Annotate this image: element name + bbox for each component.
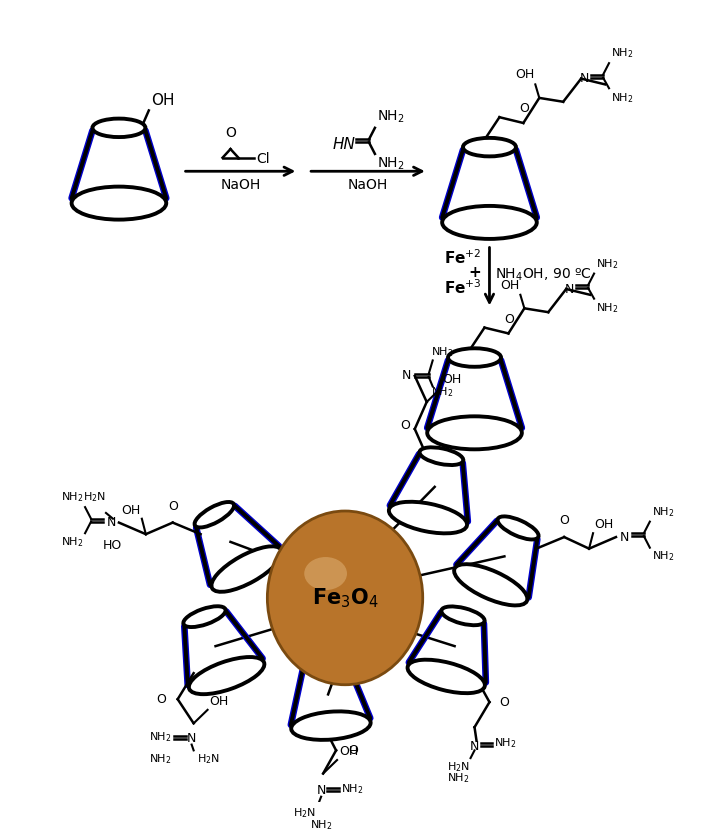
Text: NaOH: NaOH [348, 178, 388, 192]
Text: OH: OH [515, 69, 535, 81]
Text: H$_2$N: H$_2$N [447, 760, 469, 774]
Text: NH$_4$OH, 90 ºC: NH$_4$OH, 90 ºC [496, 266, 592, 283]
Ellipse shape [389, 502, 467, 534]
Text: NH$_2$: NH$_2$ [652, 549, 674, 564]
Ellipse shape [498, 516, 539, 540]
Ellipse shape [189, 657, 264, 694]
Ellipse shape [420, 447, 463, 465]
Text: O: O [400, 419, 410, 432]
Text: OH: OH [442, 374, 462, 387]
Text: N: N [619, 530, 629, 544]
Text: NH$_2$: NH$_2$ [149, 752, 172, 766]
Text: N: N [470, 740, 479, 753]
Text: OH: OH [339, 745, 358, 758]
Text: NH$_2$: NH$_2$ [652, 505, 674, 519]
Text: HN: HN [332, 137, 355, 152]
Text: NH$_2$: NH$_2$ [430, 385, 453, 399]
Text: N: N [316, 784, 326, 798]
Text: O: O [520, 102, 530, 115]
Text: NH$_2$: NH$_2$ [60, 491, 83, 505]
Text: NH$_2$: NH$_2$ [60, 535, 83, 549]
Text: NH$_2$: NH$_2$ [377, 156, 405, 172]
Text: H$_2$N: H$_2$N [294, 807, 316, 820]
Text: O: O [156, 693, 166, 706]
Text: O: O [225, 126, 236, 140]
Text: NH$_2$: NH$_2$ [310, 818, 333, 830]
Ellipse shape [448, 349, 501, 367]
Text: N: N [565, 282, 574, 295]
Text: NH$_2$: NH$_2$ [611, 91, 634, 105]
Text: N: N [401, 369, 411, 383]
Text: Cl: Cl [257, 152, 270, 166]
Ellipse shape [304, 557, 347, 590]
Text: HO: HO [103, 539, 122, 552]
Ellipse shape [442, 206, 537, 239]
Text: N: N [580, 72, 589, 85]
Ellipse shape [441, 607, 485, 625]
Text: NH$_2$: NH$_2$ [377, 109, 405, 125]
Ellipse shape [92, 119, 145, 137]
Text: NaOH: NaOH [220, 178, 261, 192]
Ellipse shape [184, 606, 225, 627]
Text: N: N [187, 732, 196, 745]
Text: NH$_2$: NH$_2$ [149, 730, 172, 744]
Text: H$_2$N: H$_2$N [196, 752, 220, 766]
Text: O: O [499, 696, 509, 709]
Text: OH: OH [210, 695, 229, 708]
Ellipse shape [211, 546, 282, 592]
Text: N: N [106, 516, 116, 529]
Text: NH$_2$: NH$_2$ [341, 782, 364, 796]
Ellipse shape [267, 511, 423, 685]
Text: NH$_2$: NH$_2$ [596, 256, 619, 271]
Ellipse shape [291, 711, 371, 740]
Text: O: O [348, 744, 358, 757]
Ellipse shape [408, 660, 485, 693]
Text: +: + [469, 265, 481, 280]
Text: Fe$^{+2}$: Fe$^{+2}$ [444, 248, 481, 266]
Text: O: O [505, 313, 514, 325]
Text: OH: OH [121, 504, 141, 517]
Text: NH$_2$: NH$_2$ [447, 772, 469, 785]
Ellipse shape [463, 138, 516, 156]
Text: OH: OH [500, 279, 520, 292]
Text: Fe$_3$O$_4$: Fe$_3$O$_4$ [311, 586, 379, 610]
Text: NH$_2$: NH$_2$ [611, 46, 634, 61]
Ellipse shape [428, 417, 522, 449]
Ellipse shape [454, 564, 527, 605]
Text: O: O [168, 500, 178, 513]
Text: OH: OH [594, 518, 613, 531]
Text: NH$_2$: NH$_2$ [430, 344, 453, 359]
Ellipse shape [194, 502, 234, 528]
Text: Fe$^{+3}$: Fe$^{+3}$ [444, 279, 481, 297]
Text: NH$_2$: NH$_2$ [596, 301, 619, 315]
Text: NH$_2$: NH$_2$ [494, 735, 517, 749]
Text: O: O [559, 515, 569, 527]
Text: OH: OH [151, 93, 174, 108]
Ellipse shape [303, 655, 347, 671]
Text: H$_2$N: H$_2$N [83, 491, 106, 505]
Ellipse shape [72, 187, 166, 220]
